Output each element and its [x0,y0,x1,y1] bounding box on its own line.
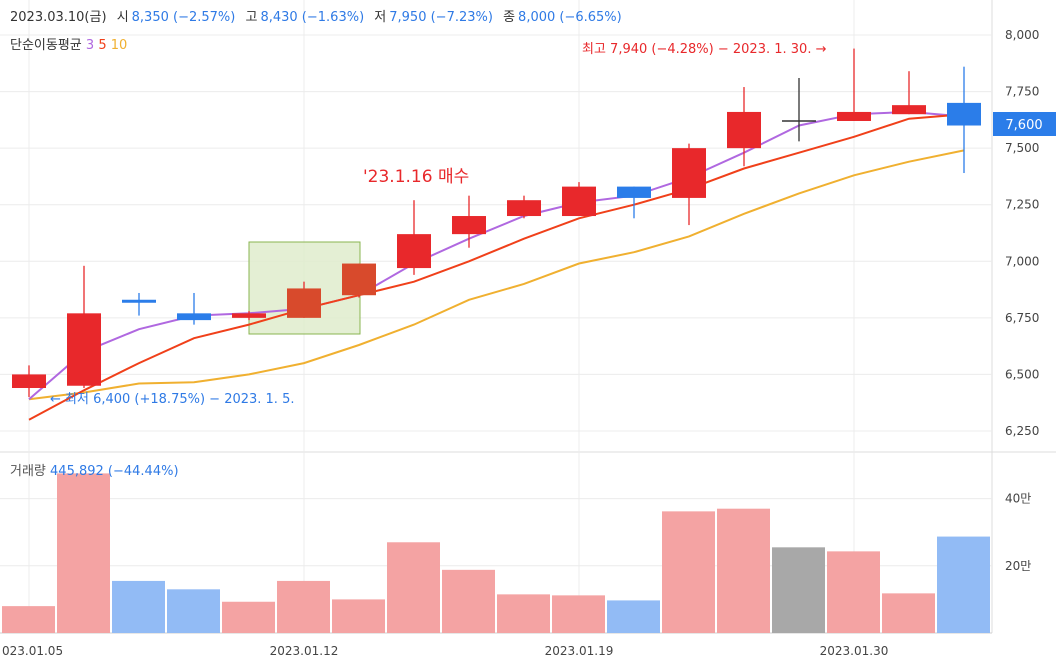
candle-body [67,313,101,386]
price-tick-label: 7,250 [1005,198,1039,212]
candle [452,195,486,248]
moving-average-legend[interactable]: 단순이동평균 3 5 10 [10,34,127,53]
candle-body [397,234,431,269]
volume-bar [112,580,165,633]
candle [562,182,596,217]
grid-lines [0,0,1056,634]
header-open-value: 8,350 (−2.57%) [131,10,236,25]
header-low-label: 저 [374,10,387,25]
volume-bar [387,542,440,633]
ma-legend-label: 단순이동평균 [10,38,82,53]
ma3-line [28,110,965,401]
x-tick-label: 2023.01.19 [545,644,614,658]
candle-body [507,200,541,217]
candle [67,265,101,389]
price-tick-label: 6,750 [1005,311,1039,325]
candle [672,143,706,226]
candle-body [232,313,266,318]
candle [837,48,871,121]
ma3-legend: 3 [85,38,95,53]
volume-bar [497,594,550,633]
low-annotation: ← 최저 6,400 (+18.75%) − 2023. 1. 5. [50,392,294,407]
candle-body [12,374,46,389]
candle-body [342,263,376,296]
buy-annotation: '23.1.16 매수 [363,167,469,187]
candle [122,292,156,316]
price-tick-label: 7,750 [1005,85,1039,99]
volume-bar [57,473,110,633]
candle-body [177,313,211,321]
volume-bar [607,600,660,633]
candle-body [562,186,596,217]
price-tick-label: 7,500 [1005,141,1039,155]
volume-bar [552,595,605,633]
header-high-value: 8,430 (−1.63%) [260,10,365,25]
current-price-badge: 7,600 [993,112,1056,136]
x-tick-label: 2023.01.30 [820,644,889,658]
candle [232,311,266,321]
x-tick-label: 2023.01.12 [270,644,339,658]
volume-bar [222,601,275,633]
volume-bar [882,593,935,633]
header-high-label: 고 [245,10,258,25]
header-close-label: 종 [503,10,516,25]
candle-body [837,111,871,121]
ohlc-header: 2023.03.10(금) 시 8,350 (−2.57%) 고 8,430 (−1… [10,6,628,25]
candle-body [287,288,321,318]
candle-body [672,148,706,198]
volume-bar [277,580,330,633]
ma10-legend: 10 [110,38,128,53]
candle [727,87,761,167]
header-close-value: 8,000 (−6.65%) [518,10,622,25]
current-price-label: 7,600 [1005,118,1042,133]
volume-bar [662,511,715,633]
candle [342,263,376,298]
candle [12,365,46,398]
header-open-label: 시 [116,10,129,25]
candle [177,292,211,325]
volume-tick-label: 20만 [1005,559,1031,573]
candle [617,186,651,219]
candle [892,71,926,115]
candle-body [452,216,486,235]
price-tick-label: 7,000 [1005,254,1039,268]
volume-legend[interactable]: 거래량 445,892 (−44.44%) [10,460,179,479]
volume-bar [442,569,495,633]
volume-legend-value: 445,892 (−44.44%) [50,464,179,479]
volume-bar [772,547,825,633]
volume-legend-label: 거래량 [10,464,46,479]
volume-tick-label: 40만 [1005,492,1031,506]
candle [397,200,431,275]
ma5-line [28,113,965,421]
candle-body [617,186,651,198]
candle [947,66,981,174]
volume-bar [937,536,990,633]
ma10-line [28,149,965,401]
axes: 8,000 7,750 7,500 7,250 7,000 6,750 6,500 6,250… [2,28,1039,658]
high-annotation: 최고 7,940 (−4.28%) − 2023. 1. 30. → [582,42,827,57]
price-tick-label: 6,500 [1005,367,1039,381]
moving-average-lines [28,110,965,421]
ma5-legend: 5 [98,38,107,53]
volume-bar [2,606,55,633]
volume-bar [717,508,770,633]
candle-body [122,299,156,303]
candle-body [727,111,761,149]
volume-bar [332,599,385,633]
price-tick-label: 6,250 [1005,424,1039,438]
header-date: 2023.03.10(금) [10,10,107,25]
x-tick-label: 023.01.05 [2,644,63,658]
price-tick-label: 8,000 [1005,28,1039,42]
volume-bars [2,473,990,633]
candle [782,77,816,142]
volume-bar [827,551,880,633]
candle [507,195,541,219]
candlesticks [12,48,981,398]
candle-body [892,105,926,115]
candle [287,281,321,318]
candle-body [947,102,981,126]
header-low-value: 7,950 (−7.23%) [389,10,493,25]
volume-bar [167,589,220,633]
